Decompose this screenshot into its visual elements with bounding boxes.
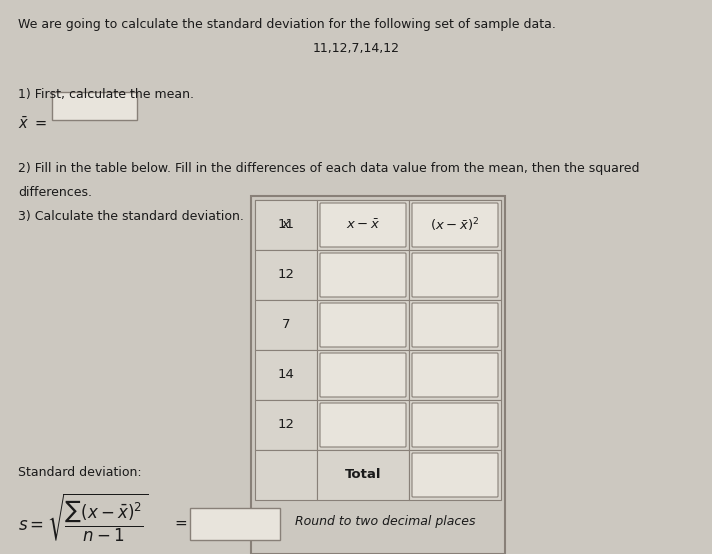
Bar xyxy=(409,250,501,300)
Text: 1) First, calculate the mean.: 1) First, calculate the mean. xyxy=(18,88,194,101)
FancyBboxPatch shape xyxy=(412,203,498,247)
Bar xyxy=(409,200,501,250)
FancyBboxPatch shape xyxy=(320,353,406,397)
Text: 12: 12 xyxy=(278,418,295,432)
Text: 11,12,7,14,12: 11,12,7,14,12 xyxy=(313,42,399,55)
Bar xyxy=(255,200,317,250)
Text: Round to two decimal places: Round to two decimal places xyxy=(295,516,476,529)
Bar xyxy=(409,300,501,350)
Bar xyxy=(255,350,317,400)
Bar xyxy=(255,300,317,350)
Text: 14: 14 xyxy=(278,368,295,382)
Bar xyxy=(190,508,280,540)
FancyBboxPatch shape xyxy=(320,203,406,247)
Text: 11: 11 xyxy=(278,218,295,232)
Bar xyxy=(317,250,409,300)
Text: $\bar{x}$ $=$: $\bar{x}$ $=$ xyxy=(18,116,47,132)
Text: 12: 12 xyxy=(278,269,295,281)
Text: Total: Total xyxy=(345,469,381,481)
Text: 7: 7 xyxy=(282,319,290,331)
FancyBboxPatch shape xyxy=(412,353,498,397)
Bar xyxy=(409,350,501,400)
Bar xyxy=(409,450,501,500)
FancyBboxPatch shape xyxy=(412,403,498,447)
FancyBboxPatch shape xyxy=(412,303,498,347)
Bar xyxy=(52,92,137,120)
Text: 2) Fill in the table below. Fill in the differences of each data value from the : 2) Fill in the table below. Fill in the … xyxy=(18,162,639,175)
Bar xyxy=(317,300,409,350)
Bar xyxy=(317,450,409,500)
Bar xyxy=(317,350,409,400)
Bar xyxy=(255,450,317,500)
Text: 3) Calculate the standard deviation.: 3) Calculate the standard deviation. xyxy=(18,210,244,223)
Bar xyxy=(409,400,501,450)
Text: differences.: differences. xyxy=(18,186,92,199)
Bar xyxy=(251,196,505,554)
FancyBboxPatch shape xyxy=(412,253,498,297)
Bar xyxy=(255,400,317,450)
Text: Standard deviation:: Standard deviation: xyxy=(18,466,142,479)
Bar xyxy=(317,400,409,450)
FancyBboxPatch shape xyxy=(320,253,406,297)
Text: $x - \bar{x}$: $x - \bar{x}$ xyxy=(346,218,380,232)
FancyBboxPatch shape xyxy=(320,303,406,347)
Text: $=$: $=$ xyxy=(172,515,188,530)
Bar xyxy=(317,200,409,250)
Bar xyxy=(255,200,317,250)
Bar xyxy=(409,200,501,250)
Text: We are going to calculate the standard deviation for the following set of sample: We are going to calculate the standard d… xyxy=(18,18,556,31)
Bar xyxy=(255,250,317,300)
Bar xyxy=(317,200,409,250)
Text: $(x - \bar{x})^2$: $(x - \bar{x})^2$ xyxy=(430,216,480,234)
Text: $x$: $x$ xyxy=(281,218,291,232)
FancyBboxPatch shape xyxy=(412,453,498,497)
Text: $s = \sqrt{\dfrac{\sum(x - \bar{x})^2}{n-1}}$: $s = \sqrt{\dfrac{\sum(x - \bar{x})^2}{n… xyxy=(18,492,148,544)
FancyBboxPatch shape xyxy=(320,403,406,447)
